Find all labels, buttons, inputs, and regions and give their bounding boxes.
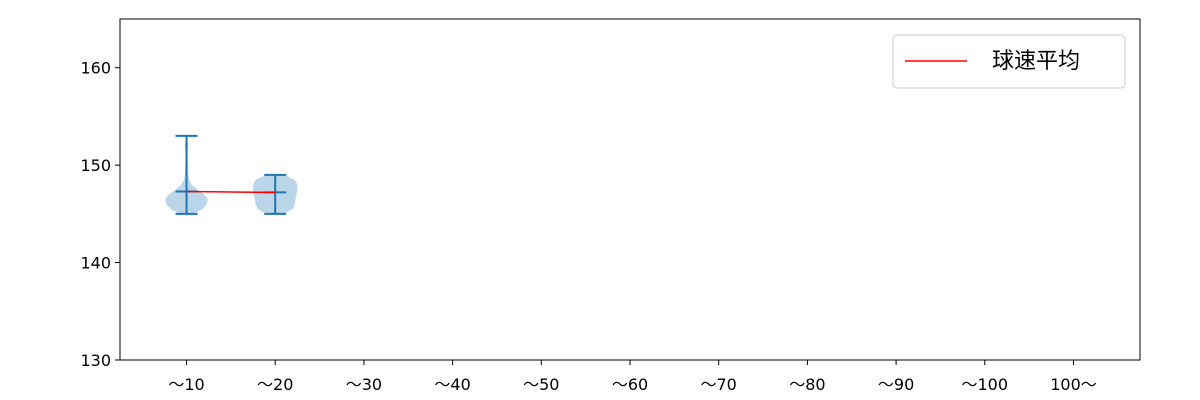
x-tick-label: ～90 xyxy=(878,375,914,394)
y-tick-label: 140 xyxy=(80,254,111,273)
y-tick-label: 130 xyxy=(80,351,111,370)
legend-label-mean: 球速平均 xyxy=(992,49,1080,74)
x-tick-label: ～10 xyxy=(168,375,204,394)
x-tick-label: ～30 xyxy=(346,375,382,394)
mean-line xyxy=(186,190,276,194)
x-tick-label: ～70 xyxy=(701,375,737,394)
y-tick-label: 150 xyxy=(80,156,111,175)
x-tick-label: ～20 xyxy=(257,375,293,394)
x-tick-label: 100～ xyxy=(1050,375,1097,394)
x-tick-label: ～60 xyxy=(612,375,648,394)
x-tick-label: ～40 xyxy=(434,375,470,394)
x-tick-label: ～50 xyxy=(523,375,559,394)
y-tick-label: 160 xyxy=(80,59,111,78)
x-tick-label: ～100 xyxy=(962,375,1009,394)
x-tick-label: ～80 xyxy=(789,375,825,394)
legend: 球速平均 xyxy=(892,34,1126,89)
